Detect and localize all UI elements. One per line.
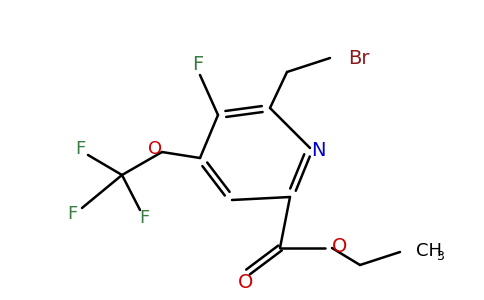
Text: O: O bbox=[148, 140, 162, 158]
Text: F: F bbox=[192, 56, 204, 74]
Text: CH: CH bbox=[416, 242, 442, 260]
Text: F: F bbox=[139, 209, 149, 227]
Text: N: N bbox=[311, 140, 325, 160]
Text: O: O bbox=[332, 236, 348, 256]
Text: O: O bbox=[238, 272, 254, 292]
Text: Br: Br bbox=[348, 50, 369, 68]
Text: 3: 3 bbox=[436, 250, 444, 262]
Text: F: F bbox=[75, 140, 85, 158]
Text: F: F bbox=[67, 205, 77, 223]
